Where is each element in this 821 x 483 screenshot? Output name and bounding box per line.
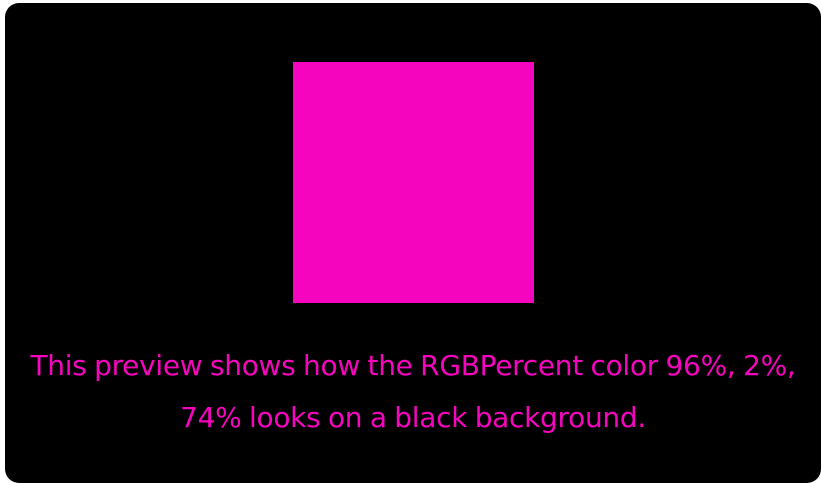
caption-line-2: 74% looks on a black background.	[180, 401, 646, 434]
preview-caption: This preview shows how the RGBPercent co…	[5, 340, 821, 444]
color-swatch	[293, 62, 534, 303]
color-preview-panel: This preview shows how the RGBPercent co…	[5, 3, 821, 483]
caption-line-1: This preview shows how the RGBPercent co…	[30, 349, 796, 382]
